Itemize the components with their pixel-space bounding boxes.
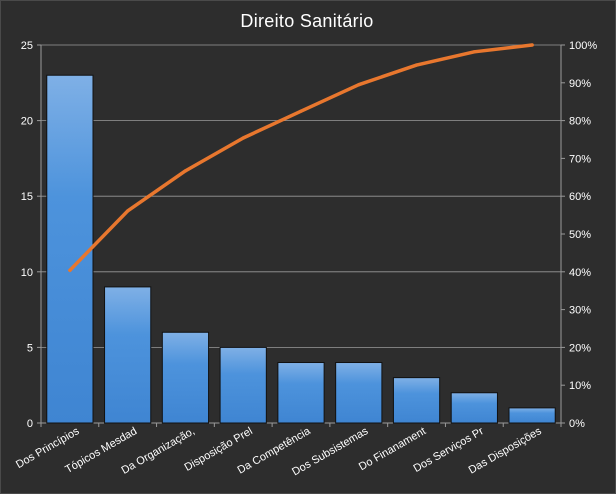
line-point: [472, 50, 476, 54]
y2-tick-label: 60%: [569, 191, 591, 203]
y2-tick-label: 90%: [569, 78, 591, 90]
cumulative-line: [68, 43, 534, 273]
line-point: [183, 169, 188, 173]
y2-tick-label: 100%: [569, 40, 597, 52]
y2-tick-label: 70%: [569, 153, 591, 165]
y2-tick-label: 40%: [569, 267, 591, 279]
y-tick-label: 10: [21, 267, 33, 279]
y-tick-label: 0: [27, 418, 33, 430]
line-point: [530, 43, 534, 47]
y-tick-label: 15: [21, 191, 33, 203]
y2-tick-label: 0%: [569, 418, 585, 430]
y2-tick-label: 20%: [569, 342, 591, 354]
line-point: [299, 109, 303, 113]
line-point: [414, 63, 419, 67]
cumulative-line-series: [68, 43, 534, 273]
bar: [335, 362, 383, 424]
bar: [104, 286, 152, 424]
bar: [277, 362, 325, 424]
line-point: [357, 83, 361, 87]
bar: [392, 377, 441, 424]
y2-tick-label: 80%: [569, 116, 591, 128]
y-tick-label: 5: [27, 342, 33, 354]
bar: [450, 392, 498, 424]
bar-series: [46, 74, 556, 424]
chart-title: Direito Sanitário: [240, 11, 373, 31]
y2-tick-label: 50%: [569, 229, 591, 241]
y2-tick-label: 10%: [569, 380, 591, 392]
line-point: [68, 268, 72, 272]
bar: [161, 331, 210, 424]
line-point: [241, 136, 245, 140]
bar: [219, 346, 267, 424]
y-tick-label: 20: [21, 116, 33, 128]
line-point: [126, 209, 130, 213]
bar: [508, 407, 556, 424]
bar: [46, 74, 94, 424]
y-tick-label: 25: [21, 40, 33, 52]
y2-tick-label: 30%: [569, 305, 591, 317]
